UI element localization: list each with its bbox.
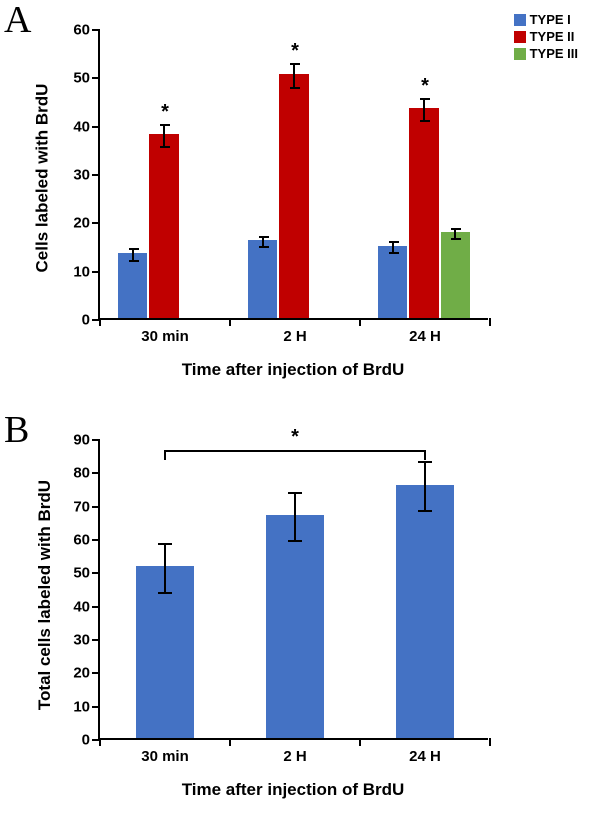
- significance-star: *: [161, 101, 169, 124]
- x-category-label: 2 H: [283, 748, 306, 765]
- y-tick: [92, 539, 100, 541]
- y-tick-label: 70: [73, 498, 90, 515]
- y-tick-label: 20: [73, 215, 90, 232]
- x-tick: [359, 738, 361, 746]
- y-tick: [92, 126, 100, 128]
- legend-label: TYPE II: [530, 29, 575, 44]
- xlabel-a: Time after injection of BrdU: [98, 360, 488, 380]
- y-tick-label: 30: [73, 167, 90, 184]
- y-tick: [92, 174, 100, 176]
- y-tick-label: 40: [73, 598, 90, 615]
- error-cap: [290, 63, 300, 65]
- y-tick-label: 60: [73, 22, 90, 39]
- y-tick-label: 10: [73, 263, 90, 280]
- error-cap: [290, 87, 300, 89]
- error-bar: [163, 125, 165, 147]
- y-tick: [92, 606, 100, 608]
- y-tick: [92, 77, 100, 79]
- error-cap: [259, 236, 269, 238]
- y-tick-label: 40: [73, 118, 90, 135]
- error-cap: [389, 252, 399, 254]
- error-cap: [129, 248, 139, 250]
- legend-item: TYPE III: [514, 46, 578, 61]
- y-tick-label: 10: [73, 698, 90, 715]
- y-tick-label: 50: [73, 70, 90, 87]
- error-cap: [420, 98, 430, 100]
- plot-area-b: 010203040506070809030 min2 H24 H*: [98, 440, 488, 740]
- legend-label: TYPE III: [530, 46, 578, 61]
- bar: [409, 108, 438, 318]
- x-tick: [359, 318, 361, 326]
- x-category-label: 24 H: [409, 748, 441, 765]
- y-tick-label: 30: [73, 632, 90, 649]
- x-category-label: 2 H: [283, 328, 306, 345]
- y-tick: [92, 439, 100, 441]
- y-tick-label: 20: [73, 665, 90, 682]
- legend-item: TYPE II: [514, 29, 578, 44]
- error-cap: [451, 238, 461, 240]
- y-tick-label: 90: [73, 432, 90, 449]
- y-tick: [92, 672, 100, 674]
- y-tick-label: 0: [82, 312, 90, 329]
- error-cap: [129, 260, 139, 262]
- error-cap: [420, 120, 430, 122]
- bar: [118, 253, 147, 318]
- error-cap: [259, 246, 269, 248]
- x-category-label: 30 min: [141, 748, 189, 765]
- y-tick-label: 0: [82, 732, 90, 749]
- x-tick: [99, 318, 101, 326]
- y-tick-label: 80: [73, 465, 90, 482]
- y-tick: [92, 706, 100, 708]
- bar: [149, 134, 178, 318]
- legend-swatch-type3: [514, 48, 526, 60]
- y-tick-label: 50: [73, 565, 90, 582]
- y-tick: [92, 506, 100, 508]
- significance-star: *: [291, 40, 299, 63]
- error-bar: [293, 64, 295, 88]
- panel-a: A TYPE I TYPE II TYPE III 01020304050603…: [0, 0, 598, 400]
- error-bar: [423, 99, 425, 121]
- error-cap: [160, 124, 170, 126]
- legend-swatch-type1: [514, 14, 526, 26]
- panel-b: B 010203040506070809030 min2 H24 H* Tota…: [0, 410, 598, 822]
- legend-swatch-type2: [514, 31, 526, 43]
- error-cap: [389, 241, 399, 243]
- significance-star: *: [291, 426, 299, 449]
- significance-bracket: *: [100, 440, 488, 738]
- bar: [279, 74, 308, 318]
- x-category-label: 24 H: [409, 328, 441, 345]
- significance-star: *: [421, 75, 429, 98]
- error-cap: [160, 146, 170, 148]
- x-tick: [489, 318, 491, 326]
- y-tick: [92, 472, 100, 474]
- ylabel-b: Total cells labeled with BrdU: [35, 480, 55, 710]
- y-tick: [92, 639, 100, 641]
- x-tick: [489, 738, 491, 746]
- x-tick: [229, 318, 231, 326]
- legend-item: TYPE I: [514, 12, 578, 27]
- x-category-label: 30 min: [141, 328, 189, 345]
- plot-area-a: 010203040506030 min*2 H*24 H*: [98, 30, 488, 320]
- x-tick: [99, 738, 101, 746]
- xlabel-b: Time after injection of BrdU: [98, 780, 488, 800]
- y-tick: [92, 222, 100, 224]
- y-tick: [92, 572, 100, 574]
- x-tick: [229, 738, 231, 746]
- panel-b-label: B: [4, 408, 29, 452]
- error-cap: [451, 228, 461, 230]
- bar: [441, 232, 470, 318]
- panel-a-label: A: [4, 0, 31, 42]
- bar: [378, 246, 407, 319]
- y-tick: [92, 29, 100, 31]
- bar: [248, 240, 277, 318]
- ylabel-a: Cells labeled with BrdU: [32, 84, 52, 273]
- figure-container: A TYPE I TYPE II TYPE III 01020304050603…: [0, 0, 598, 822]
- y-tick: [92, 271, 100, 273]
- legend-label: TYPE I: [530, 12, 571, 27]
- legend-a: TYPE I TYPE II TYPE III: [514, 12, 578, 63]
- y-tick-label: 60: [73, 532, 90, 549]
